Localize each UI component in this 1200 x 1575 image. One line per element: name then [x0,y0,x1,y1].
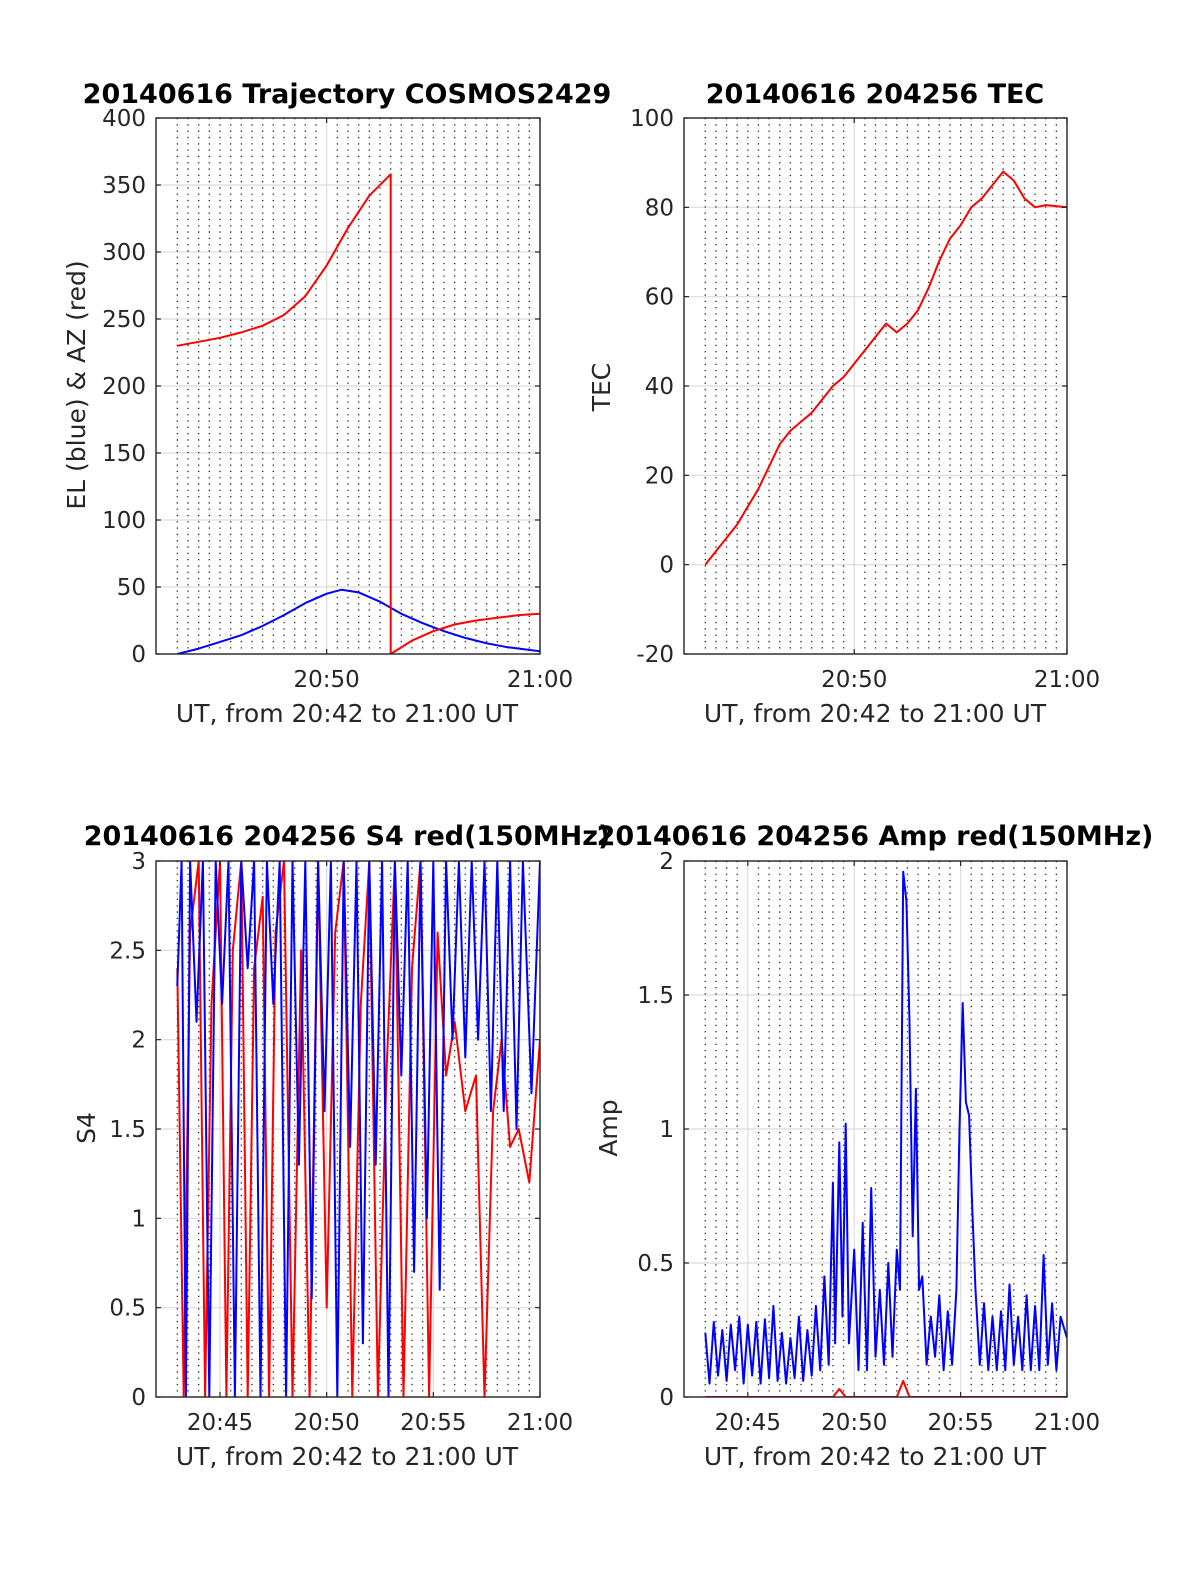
series-line-blue [704,870,1067,1385]
y-tick-label: 0 [131,642,146,668]
y-tick-label: 2 [659,849,674,875]
y-tick-label: 20 [645,463,674,489]
chart-amp: 20140616 204256 Amp red(150MHz) 0 0.5 1 1.5… [594,821,1153,1471]
plot-area: 0 0.5 1 1.5 2 20:45 20:50 20:55 21:00 [637,849,1100,1436]
series-line-el [177,588,540,654]
y-axis-label: Amp [594,1099,623,1156]
y-tick-label: 350 [102,173,146,199]
y-axis-label: S4 [72,1112,101,1144]
x-tick-label: 21:00 [1034,1410,1100,1436]
y-tick-label: 2.5 [109,938,146,964]
series-line-tec [704,170,1067,566]
y-tick-label: 0 [659,553,674,579]
y-axis-label: TEC [587,363,616,413]
x-axis-label: UT, from 20:42 to 21:00 UT [704,699,1047,728]
series-line-red [705,1379,1067,1397]
plot-area: 0 0.5 1 1.5 2 2.5 3 20:45 20:50 20:55 21:00 [109,849,573,1436]
x-tick-label: 20:50 [294,1410,360,1436]
x-tick-label: 20:55 [400,1410,466,1436]
x-tick-label: 20:45 [715,1410,781,1436]
y-tick-label: 1.5 [637,983,674,1009]
y-tick-label: 80 [645,195,674,221]
chart-title: 20140616 Trajectory COSMOS2429 [83,79,612,110]
chart-title: 20140616 204256 S4 red(150MHz) [84,821,611,852]
y-tick-label: 1 [131,1206,146,1232]
x-tick-label: 20:45 [187,1410,253,1436]
x-tick-label: 20:50 [294,667,360,693]
y-axis-label: EL (blue) & AZ (red) [62,260,91,509]
x-tick-label: 21:00 [507,667,573,693]
y-tick-label: 250 [102,307,146,333]
y-tick-label: 1.5 [109,1117,146,1143]
y-tick-label: 0 [659,1385,674,1411]
plot-area: -20 0 20 40 60 80 100 20:50 21:00 [630,106,1100,693]
y-tick-label: 0.5 [109,1296,146,1322]
chart-trajectory: 20140616 Trajectory COSMOS2429 0 50 100 150… [62,79,611,728]
y-tick-label: 1 [659,1117,674,1143]
y-tick-label: 100 [630,106,674,132]
x-axis-label: UT, from 20:42 to 21:00 UT [704,1442,1047,1471]
chart-title: 20140616 204256 TEC [706,79,1045,110]
x-axis-label: UT, from 20:42 to 21:00 UT [176,699,519,728]
x-tick-label: 20:50 [821,1410,887,1436]
y-tick-label: 200 [102,374,146,400]
y-tick-label: 2 [131,1028,146,1054]
x-tick-label: 21:00 [507,1410,573,1436]
y-tick-label: 50 [117,575,146,601]
y-tick-label: 150 [102,441,146,467]
x-axis-label: UT, from 20:42 to 21:00 UT [176,1442,519,1471]
y-tick-label: 400 [102,106,146,132]
y-tick-label: 3 [131,849,146,875]
y-tick-label: 0 [131,1385,146,1411]
plot-area: 0 50 100 150 200 250 300 350 400 20:50 21:00 [102,106,573,693]
x-tick-label: 21:00 [1034,667,1100,693]
chart-s4: 20140616 204256 S4 red(150MHz) 0 0.5 1 1.5 2… [72,821,610,1471]
y-tick-label: 60 [645,285,674,311]
x-tick-label: 20:55 [927,1410,993,1436]
y-tick-label: 100 [102,508,146,534]
y-tick-label: -20 [636,642,674,668]
series-line-blue [176,861,540,1397]
chart-title: 20140616 204256 Amp red(150MHz) [597,821,1154,852]
series-line-red [176,861,540,1397]
x-tick-label: 20:50 [821,667,887,693]
y-tick-label: 40 [645,374,674,400]
y-tick-label: 0.5 [637,1251,674,1277]
series-line-az [177,173,540,654]
y-tick-label: 300 [102,240,146,266]
chart-tec: 20140616 204256 TEC -20 0 20 40 60 80 100 20:50… [587,79,1100,728]
